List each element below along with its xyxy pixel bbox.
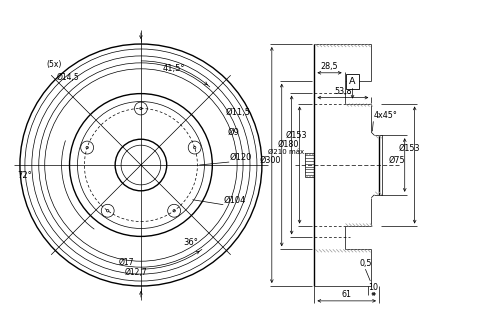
Text: 53,8: 53,8 [334, 87, 351, 96]
Text: Ø17: Ø17 [119, 258, 134, 267]
Text: Ø104: Ø104 [223, 196, 246, 205]
Text: Ø75: Ø75 [389, 156, 406, 165]
Text: 4x45°: 4x45° [374, 111, 397, 121]
Text: (5x): (5x) [46, 60, 62, 69]
Text: A: A [350, 77, 356, 86]
Text: 36°: 36° [184, 238, 198, 247]
Text: Ø180: Ø180 [278, 140, 299, 149]
Text: Ø11,5: Ø11,5 [225, 109, 250, 118]
Text: 72°: 72° [17, 171, 32, 180]
Text: Ø210 máx.: Ø210 máx. [268, 149, 306, 155]
Text: Ø12,7: Ø12,7 [125, 268, 148, 277]
Text: 61: 61 [342, 290, 351, 299]
Text: 41,5°: 41,5° [162, 64, 185, 73]
Text: Ø153: Ø153 [399, 144, 420, 153]
Text: Ø300: Ø300 [260, 156, 281, 165]
Text: Ø14,5: Ø14,5 [56, 73, 80, 82]
Text: Ø153: Ø153 [286, 131, 307, 140]
Text: Ø9: Ø9 [227, 128, 239, 137]
Text: Ø120: Ø120 [229, 153, 252, 162]
Text: 10: 10 [368, 283, 378, 292]
Text: 28,5: 28,5 [320, 62, 338, 71]
Text: 0,5: 0,5 [359, 259, 372, 268]
